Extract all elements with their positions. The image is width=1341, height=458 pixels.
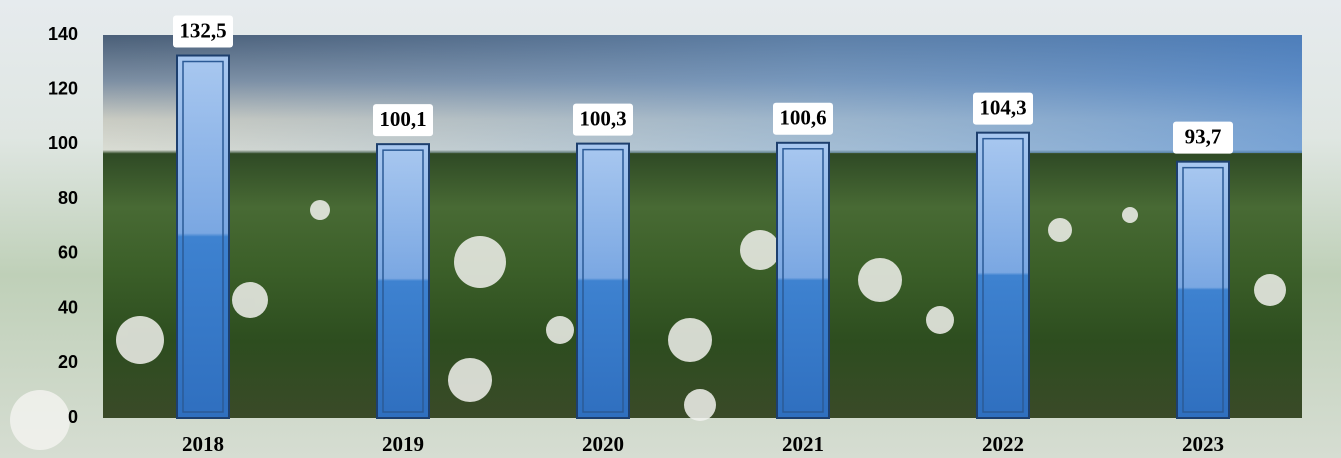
bar-bevel (582, 148, 624, 413)
x-tick-label: 2019 (382, 432, 424, 456)
value-label-box (773, 102, 833, 135)
bar-bevel (782, 148, 824, 413)
y-tick-label: 40 (58, 297, 78, 317)
value-label-box (573, 103, 633, 136)
value-label: 104,3 (979, 95, 1026, 119)
value-label-box (373, 104, 433, 137)
value-label-box (973, 92, 1033, 125)
bar-bevel (182, 60, 224, 413)
value-label: 100,3 (579, 106, 626, 130)
value-label: 93,7 (1185, 124, 1222, 148)
y-tick-label: 120 (48, 78, 78, 98)
bar (176, 54, 230, 420)
y-tick-label: 80 (58, 188, 78, 208)
y-tick-label: 20 (58, 352, 78, 372)
value-label-box (1173, 121, 1233, 154)
bar-bevel (1182, 166, 1224, 413)
value-label: 100,6 (779, 106, 826, 130)
x-tick-label: 2022 (982, 432, 1024, 456)
x-tick-label: 2018 (182, 432, 224, 456)
sky (103, 35, 1302, 153)
x-tick-label: 2020 (582, 432, 624, 456)
x-tick-label: 2021 (782, 432, 824, 456)
value-label: 132,5 (179, 18, 226, 42)
y-tick-label: 60 (58, 243, 78, 263)
x-tick-label: 2023 (1182, 432, 1224, 456)
value-label: 100,1 (379, 107, 426, 131)
bar (1176, 160, 1230, 419)
bar (976, 131, 1030, 419)
bar-bevel (382, 149, 424, 413)
bar (376, 143, 430, 419)
y-tick-label: 100 (48, 133, 78, 153)
bar (776, 141, 830, 419)
bar-bevel (982, 137, 1024, 413)
bar (576, 142, 630, 420)
cotton-decoration (10, 200, 1286, 450)
value-label-box (173, 15, 233, 48)
y-tick-label: 140 (48, 24, 78, 44)
y-tick-label: 0 (68, 407, 78, 427)
